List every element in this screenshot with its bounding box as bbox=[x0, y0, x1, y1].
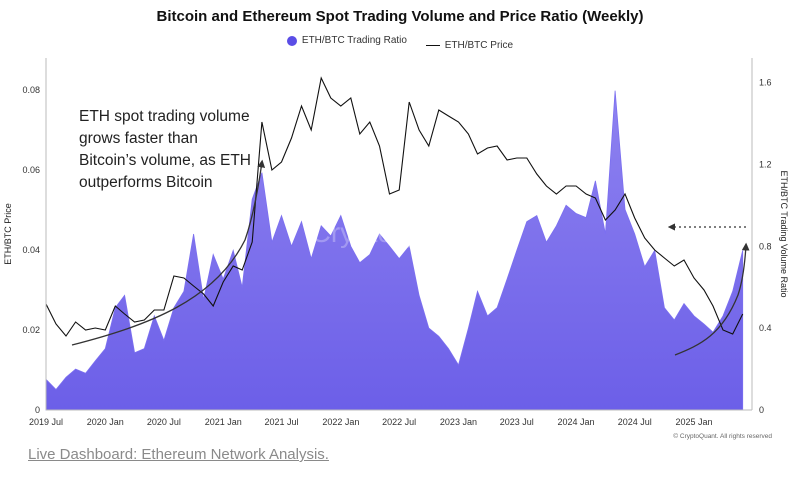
left-tick-label: 0.06 bbox=[22, 165, 40, 175]
x-tick-label: 2022 Jan bbox=[322, 417, 359, 427]
plot-area bbox=[45, 76, 744, 411]
annotation-arrow-left bbox=[71, 159, 266, 346]
x-tick-label: 2021 Jul bbox=[265, 417, 299, 427]
annotation-arrow-right bbox=[674, 242, 750, 356]
x-tick-label: 2024 Jan bbox=[558, 417, 595, 427]
x-tick-label: 2019 Jul bbox=[29, 417, 63, 427]
left-tick-label: 0.08 bbox=[22, 85, 40, 95]
legend-label-price: ETH/BTC Price bbox=[444, 39, 514, 51]
legend-swatch-trading-ratio bbox=[286, 35, 297, 46]
x-tick-label: 2020 Jul bbox=[147, 417, 181, 427]
right-axis-title: ETH/BTC Trading Volume Ratio bbox=[779, 170, 789, 297]
chart-canvas: ETH/BTC Price ETH/BTC Trading Volume Rat… bbox=[3, 58, 789, 440]
right-tick-label: 0.4 bbox=[759, 323, 772, 333]
series-line-price bbox=[45, 76, 744, 337]
legend-label-trading-ratio: ETH/BTC Trading Ratio bbox=[301, 35, 407, 46]
left-tick-label: 0.04 bbox=[22, 245, 40, 255]
chart-title: Bitcoin and Ethereum Spot Trading Volume… bbox=[156, 8, 644, 25]
x-tick-label: 2023 Jan bbox=[440, 417, 477, 427]
chart-legend: ETH/BTC Trading Ratio ETH/BTC Price bbox=[0, 35, 800, 51]
legend-item-price[interactable]: ETH/BTC Price bbox=[425, 39, 514, 51]
annotation-text: ETH spot trading volume grows faster tha… bbox=[79, 108, 251, 191]
left-axis-title: ETH/BTC Price bbox=[3, 203, 13, 265]
x-tick-label: 2022 Jul bbox=[382, 417, 416, 427]
x-tick-label: 2023 Jul bbox=[500, 417, 534, 427]
x-tick-label: 2021 Jan bbox=[205, 417, 242, 427]
x-tick-label: 2020 Jan bbox=[87, 417, 124, 427]
dashboard-link[interactable]: Live Dashboard: Ethereum Network Analysi… bbox=[28, 446, 329, 463]
series-area-trading-ratio bbox=[45, 90, 744, 411]
left-tick-label: 0.02 bbox=[22, 325, 40, 335]
right-tick-label: 1.2 bbox=[759, 159, 772, 169]
watermark: CryptoQuant bbox=[311, 217, 470, 248]
legend-item-trading-ratio[interactable]: ETH/BTC Trading Ratio bbox=[286, 35, 407, 46]
left-tick-label: 0 bbox=[35, 405, 40, 415]
credit-text: © CryptoQuant. All rights reserved bbox=[673, 432, 772, 440]
x-tick-label: 2024 Jul bbox=[618, 417, 652, 427]
right-tick-label: 0 bbox=[759, 405, 764, 415]
legend-swatch-price bbox=[425, 44, 440, 46]
x-tick-label: 2025 Jan bbox=[675, 417, 712, 427]
right-tick-label: 0.8 bbox=[759, 241, 772, 251]
right-tick-label: 1.6 bbox=[759, 78, 772, 88]
